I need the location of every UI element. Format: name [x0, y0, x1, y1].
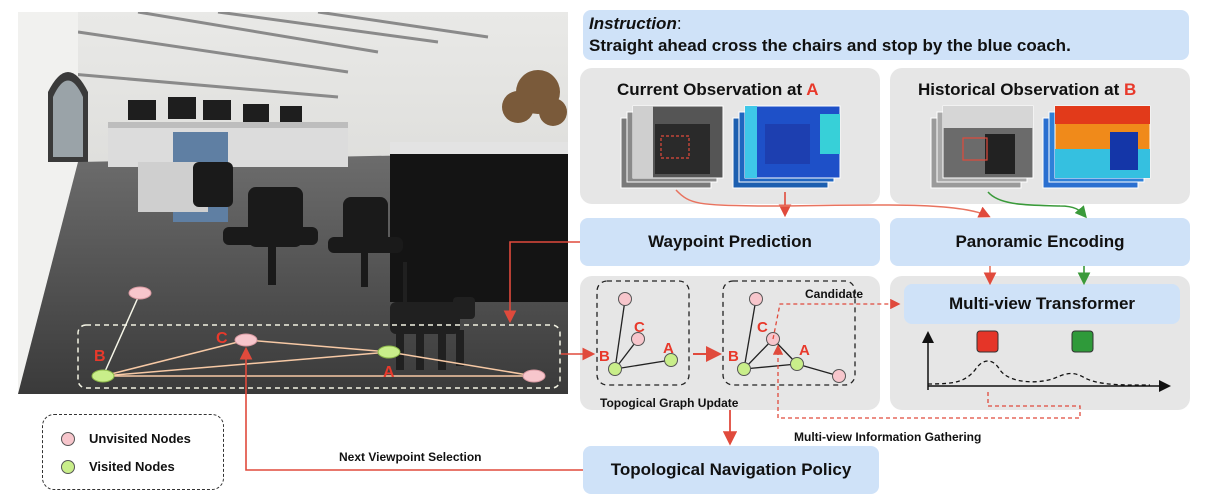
graph1-label-b: B: [599, 348, 610, 365]
unvisited-node-c: [234, 333, 258, 347]
instruction-label-row: Instruction:: [589, 14, 682, 34]
unvisited-node-swatch: [61, 431, 75, 446]
multiview-transformer-box: Multi-view Transformer: [904, 284, 1180, 324]
photo-node-label-c: C: [216, 330, 228, 347]
visited-node: [664, 353, 678, 367]
unvisited-node: [832, 369, 846, 383]
graph2-label-a: A: [799, 342, 810, 359]
instruction-text: Straight ahead cross the chairs and stop…: [589, 36, 1071, 55]
legend-row-unvisited: Unvisited Nodes: [61, 431, 191, 446]
graph1-label-a: A: [663, 340, 674, 357]
edge-a-right: [388, 351, 535, 377]
unvisited-node: [749, 292, 763, 306]
graph2-label-b: B: [728, 348, 739, 365]
visited-node: [608, 362, 622, 376]
next-viewpoint-arrow: [239, 346, 583, 471]
historical-observation-title-prefix: Historical Observation at: [918, 80, 1124, 99]
historical-observation-title: Historical Observation at B: [918, 80, 1136, 100]
graph-after-update: C B A: [722, 280, 856, 386]
unvisited-node: [128, 286, 152, 300]
green-candidate-token: [1071, 330, 1094, 353]
roi-box: [962, 137, 988, 161]
unvisited-node: [618, 292, 632, 306]
current-observation-images: [620, 105, 841, 189]
historical-observation-images: [930, 105, 1151, 189]
current-observation-title: Current Observation at A: [617, 80, 819, 100]
legend-label-unvisited: Unvisited Nodes: [89, 431, 191, 446]
instruction-box: Instruction: Straight ahead cross the ch…: [583, 10, 1189, 60]
legend: Unvisited Nodes Visited Nodes: [42, 414, 224, 490]
legend-label-visited: Visited Nodes: [89, 459, 175, 474]
panoramic-encoding-box: Panoramic Encoding: [890, 218, 1190, 266]
visited-node: [737, 362, 751, 376]
scene-photo: [18, 12, 568, 394]
obs-to-panoramic-arrow-red: [675, 189, 991, 218]
graph-region-dashed: [77, 324, 561, 389]
red-candidate-token: [976, 330, 999, 353]
graph-before-update: C B A: [596, 280, 690, 386]
visited-node-b: [91, 369, 115, 383]
photo-node-label-a: A: [383, 364, 395, 381]
visited-node: [790, 357, 804, 371]
photo-graph-overlay: C B A: [77, 286, 561, 389]
photo-graph-edges: [102, 292, 535, 377]
navigation-policy-box: Topological Navigation Policy: [583, 446, 879, 494]
graph2-label-c: C: [757, 319, 768, 336]
visited-node-swatch: [61, 459, 75, 474]
hist-to-panoramic-arrow-green: [987, 191, 1087, 219]
edge-b-c: [102, 339, 247, 377]
graph-update-caption: Topogical Graph Update: [600, 396, 739, 410]
edge-c-a: [245, 339, 390, 353]
unvisited-node: [522, 369, 546, 383]
legend-row-visited: Visited Nodes: [61, 459, 175, 474]
candidate-arrow: [772, 298, 901, 340]
graph1-label-c: C: [634, 319, 645, 336]
waypoint-prediction-box: Waypoint Prediction: [580, 218, 880, 266]
instruction-colon: :: [676, 14, 682, 33]
unvisited-node: [631, 332, 645, 346]
photo-node-label-b: B: [94, 348, 106, 365]
info-gathering-loop: [772, 344, 1081, 419]
waypoint-to-graph-arrow: [503, 241, 580, 324]
current-observation-node: A: [806, 80, 819, 99]
historical-observation-node: B: [1123, 80, 1137, 99]
transformer-plot: [922, 330, 1171, 392]
candidate-label: Candidate: [805, 287, 864, 301]
next-viewpoint-label: Next Viewpoint Selection: [339, 450, 482, 464]
visited-node-a: [377, 345, 401, 359]
edge-b-top: [102, 292, 141, 377]
instruction-label: Instruction: [589, 14, 677, 33]
info-gathering-label: Multi-view Information Gathering: [794, 430, 982, 444]
current-observation-title-prefix: Current Observation at: [617, 80, 807, 99]
